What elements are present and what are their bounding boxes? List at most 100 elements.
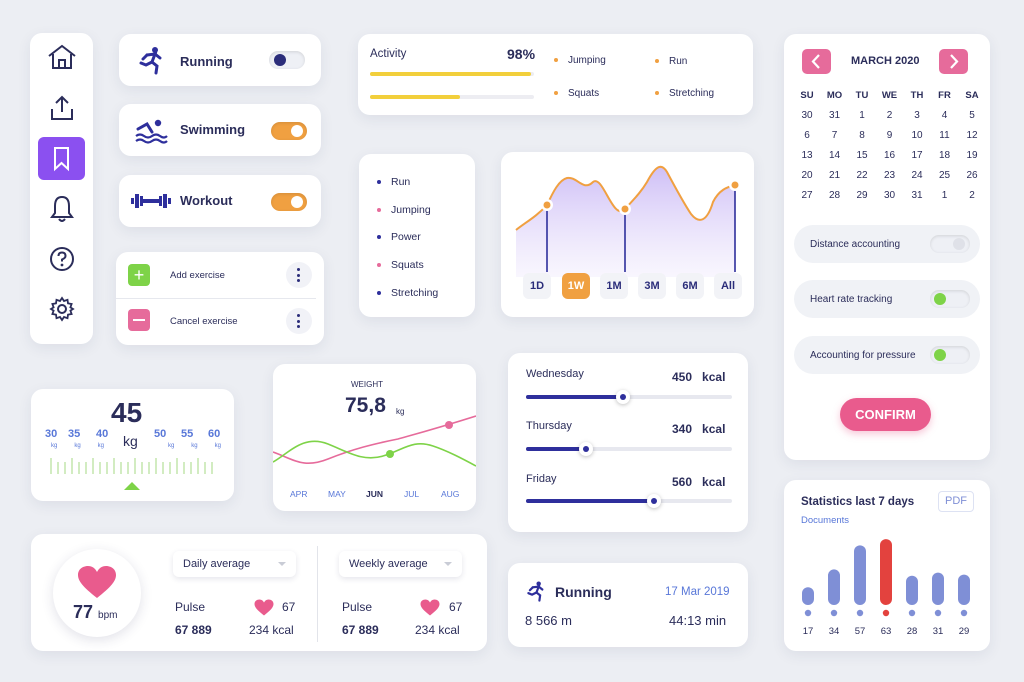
help-icon[interactable] — [48, 245, 76, 273]
add-exercise-more-button[interactable] — [286, 262, 312, 288]
thursday-slider[interactable] — [526, 442, 732, 456]
distance-accounting-toggle[interactable] — [930, 235, 970, 253]
calendar-day[interactable]: 31 — [911, 190, 923, 201]
calendar-day[interactable]: 27 — [801, 190, 813, 201]
calendar-prev-button[interactable] — [802, 49, 831, 74]
kcal-value: 340 kcal — [672, 422, 726, 436]
scale-tick: 30 — [45, 428, 58, 440]
list-item[interactable]: Run — [377, 176, 410, 188]
calendar-day[interactable]: 25 — [938, 170, 951, 181]
workout-toggle[interactable] — [271, 193, 307, 211]
pressure-toggle[interactable] — [930, 346, 970, 364]
calendar-day[interactable]: 30 — [883, 190, 896, 201]
confirm-button[interactable]: CONFIRM — [840, 398, 931, 431]
calendar-day[interactable]: 15 — [856, 150, 868, 161]
calendar-weekday: FR — [938, 90, 951, 101]
share-icon[interactable] — [48, 94, 76, 122]
calendar-day[interactable]: 16 — [883, 150, 896, 161]
calendar-day[interactable]: 29 — [856, 190, 868, 201]
calendar-day[interactable]: 4 — [941, 110, 948, 121]
weekly-pulse-value: 67 — [449, 600, 463, 614]
calendar-day[interactable]: 1 — [859, 110, 865, 121]
calendar-day[interactable]: 30 — [801, 110, 813, 121]
pdf-button[interactable]: PDF — [938, 491, 974, 512]
calendar-day[interactable]: 22 — [856, 170, 868, 181]
sport-row-swimming[interactable]: Swimming — [119, 104, 321, 156]
wednesday-slider[interactable] — [526, 390, 732, 404]
calendar-day[interactable]: 8 — [859, 130, 865, 141]
calendar-day[interactable]: 14 — [828, 150, 841, 161]
bpm-value: 77 bpm — [73, 602, 118, 622]
friday-slider[interactable] — [526, 494, 732, 508]
range-1d-button[interactable]: 1D — [523, 273, 551, 299]
stats-dot — [934, 609, 942, 617]
month-label[interactable]: MAY — [328, 489, 346, 499]
chevron-left-icon — [811, 54, 820, 69]
calendar-title: MARCH 2020 — [851, 55, 920, 67]
range-1w-button[interactable]: 1W — [562, 273, 590, 299]
range-3m-button[interactable]: 3M — [638, 273, 666, 299]
calendar-day[interactable]: 13 — [801, 150, 813, 161]
calendar-day[interactable]: 11 — [939, 130, 950, 141]
calendar-day[interactable]: 6 — [804, 130, 810, 141]
kcal-value: 560 kcal — [672, 475, 726, 489]
list-item[interactable]: Jumping — [377, 204, 431, 216]
bell-icon[interactable] — [48, 194, 76, 224]
list-item[interactable]: Squats — [377, 259, 424, 271]
calendar-day[interactable]: 7 — [831, 130, 838, 141]
add-exercise-button[interactable]: + Add exercise — [116, 252, 324, 298]
sport-row-workout[interactable]: Workout — [119, 175, 321, 227]
calendar-day[interactable]: 2 — [886, 110, 893, 121]
calendar-day[interactable]: 5 — [969, 110, 975, 121]
calendar-day[interactable]: 1 — [941, 190, 948, 201]
list-item[interactable]: Stretching — [377, 287, 438, 299]
weight-point-green — [386, 450, 394, 458]
calendar-day[interactable]: 26 — [966, 170, 978, 181]
calendar-day[interactable]: 24 — [911, 170, 923, 181]
sport-row-running[interactable]: Running — [119, 34, 321, 86]
calendar-day[interactable]: 12 — [966, 130, 978, 141]
calendar-day[interactable]: 2 — [969, 190, 975, 201]
month-label[interactable]: AUG — [441, 489, 460, 499]
month-label[interactable]: JUL — [404, 489, 420, 499]
stats-dot — [960, 609, 968, 617]
calendar-day[interactable]: 17 — [911, 150, 923, 161]
heart-rate-toggle[interactable] — [930, 290, 970, 308]
range-1m-button[interactable]: 1M — [600, 273, 628, 299]
cancel-exercise-button[interactable]: Cancel exercise — [116, 299, 324, 345]
calendar-day[interactable]: 18 — [938, 150, 951, 161]
cancel-exercise-more-button[interactable] — [286, 308, 312, 334]
calendar-day[interactable]: 3 — [914, 110, 920, 121]
settings-icon[interactable] — [48, 295, 76, 323]
activity-bar-2-fill — [370, 95, 461, 99]
daily-average-select[interactable]: Daily average — [173, 551, 296, 577]
weekly-average-select[interactable]: Weekly average — [339, 551, 462, 577]
range-all-button[interactable]: All — [714, 273, 742, 299]
list-item[interactable]: Power — [377, 231, 421, 243]
home-icon[interactable] — [46, 43, 78, 71]
swimming-toggle[interactable] — [271, 122, 307, 140]
bookmark-icon[interactable] — [38, 137, 85, 180]
setting-label: Distance accounting — [810, 239, 901, 250]
weight-point-pink — [445, 421, 453, 429]
heart-icon — [420, 599, 440, 616]
running-toggle[interactable] — [269, 51, 305, 69]
calendar-next-button[interactable] — [939, 49, 968, 74]
calendar-day[interactable]: 23 — [883, 170, 896, 181]
calendar-day[interactable]: 20 — [801, 170, 813, 181]
calendar-day[interactable]: 19 — [966, 150, 978, 161]
calendar-day[interactable]: 10 — [911, 130, 923, 141]
scale-tick: 35 — [68, 428, 81, 440]
range-6m-button[interactable]: 6M — [676, 273, 704, 299]
calendar-day[interactable]: 21 — [828, 170, 841, 181]
month-label-active[interactable]: JUN — [366, 489, 384, 499]
calendar-day[interactable]: 9 — [886, 130, 893, 141]
month-label[interactable]: APR — [290, 489, 308, 499]
calendar-weekday: WE — [881, 90, 898, 101]
nav-sidebar — [30, 33, 93, 344]
run-time: 44:13 min — [669, 613, 727, 628]
chevron-right-icon — [950, 54, 959, 69]
calendar-day[interactable]: 31 — [828, 110, 841, 121]
calendar-day[interactable]: 28 — [828, 190, 841, 201]
activity-bar-1-fill — [370, 72, 531, 76]
